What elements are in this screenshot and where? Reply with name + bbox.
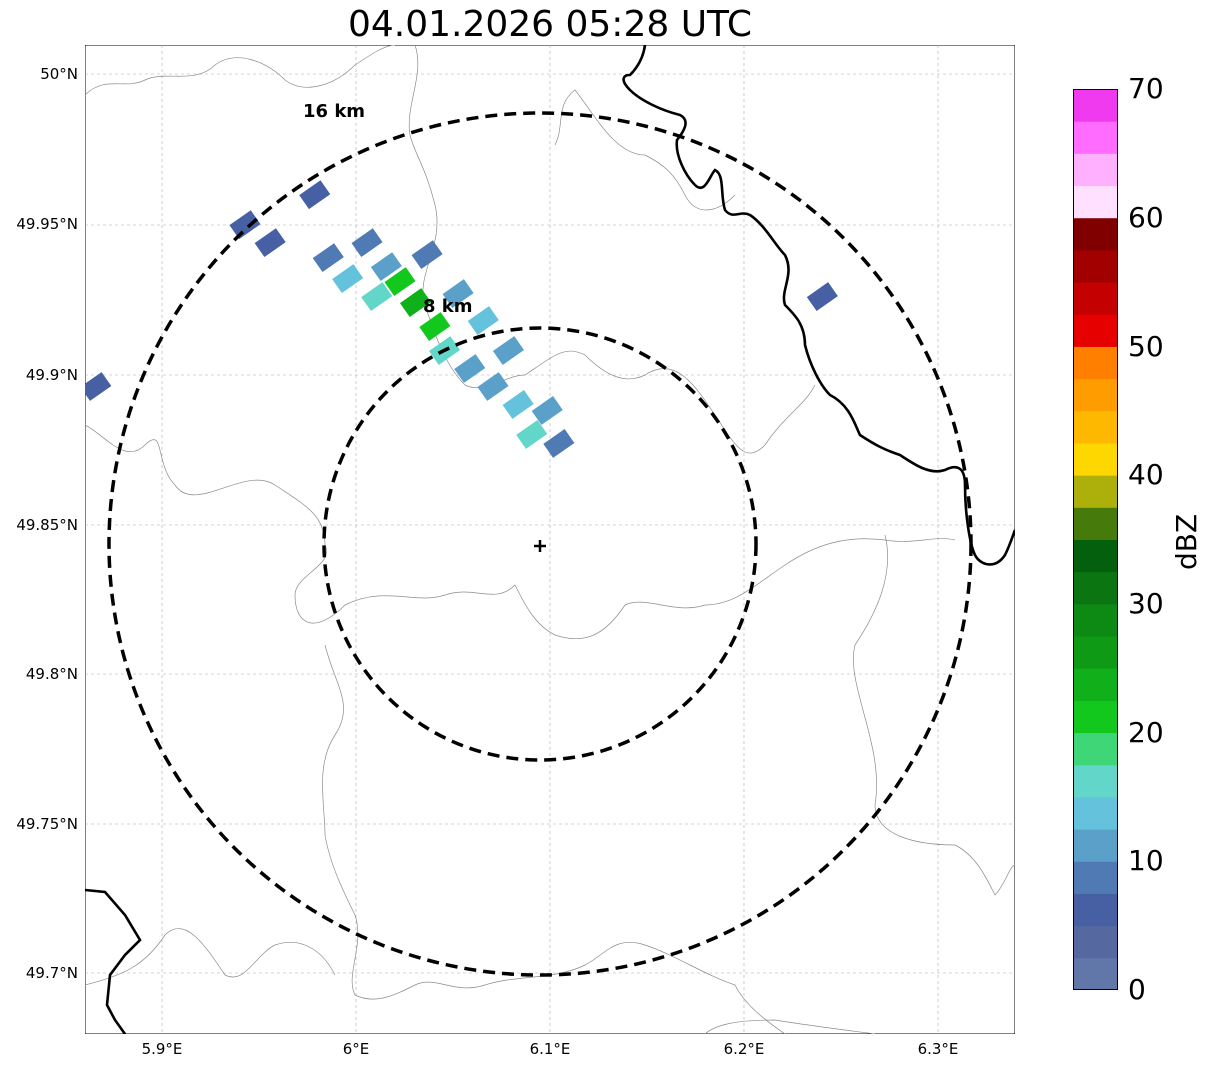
y-tick-label: 49.75°N (16, 815, 78, 833)
colorbar-segment (1073, 893, 1118, 927)
reflectivity-cell (299, 180, 331, 210)
colorbar-segment (1073, 796, 1118, 830)
reflectivity-cell (442, 279, 474, 309)
reflectivity-cell (411, 240, 443, 270)
colorbar-segment (1073, 925, 1118, 959)
range-ring-16km (107, 111, 973, 977)
x-tick-label: 6.1°E (529, 1040, 571, 1058)
colorbar-tick-label: 30 (1128, 587, 1164, 620)
boundary-line (554, 89, 736, 211)
colorbar-segment (1073, 249, 1118, 283)
reflectivity-layer (85, 180, 838, 458)
reflectivity-cell (467, 306, 499, 335)
boundary-line (704, 1019, 876, 1034)
reflectivity-cell (502, 390, 534, 419)
colorbar-border (1073, 89, 1118, 990)
boundary-line (85, 45, 396, 96)
boundary-line (85, 928, 336, 986)
x-tick-label: 6.3°E (917, 1040, 959, 1058)
reflectivity-cell (543, 429, 575, 458)
radar-site-marker (534, 540, 546, 552)
range-ring-label-8km: 8 km (423, 296, 473, 317)
colorbar-label: dBZ (1170, 513, 1203, 570)
colorbar-segment (1073, 217, 1118, 251)
x-tick-label: 6°E (342, 1040, 370, 1058)
reflectivity-cell (516, 420, 548, 449)
gridlines (85, 45, 1015, 1034)
reflectivity-cell (492, 336, 525, 365)
colorbar-segment (1073, 314, 1118, 347)
colorbar-segment (1073, 507, 1118, 540)
colorbar (1073, 89, 1118, 990)
reflectivity-cell (531, 396, 563, 425)
reflectivity-cell (85, 372, 112, 401)
y-tick-label: 49.95°N (16, 215, 78, 233)
colorbar-segment (1073, 153, 1118, 187)
reflectivity-cell (332, 264, 364, 294)
boundary-line (322, 644, 486, 1000)
map-title: 04.01.2026 05:28 UTC (347, 4, 753, 45)
reflectivity-cell (454, 354, 486, 383)
colorbar-segment (1073, 668, 1118, 701)
colorbar-segment (1073, 282, 1118, 315)
colorbar-tick-label: 0 (1128, 973, 1146, 1006)
range-ring-label-16km: 16 km (303, 101, 365, 122)
range-rings (107, 111, 973, 977)
colorbar-tick-label: 20 (1128, 716, 1164, 749)
colorbar-segment (1073, 700, 1118, 734)
colorbar-segment (1073, 121, 1118, 154)
colorbar-segment (1073, 957, 1118, 990)
reflectivity-cell (477, 372, 509, 401)
colorbar-segment (1073, 346, 1118, 380)
reflectivity-cell (254, 228, 286, 258)
colorbar-segment (1073, 861, 1118, 894)
reflectivity-cell (399, 288, 432, 317)
colorbar-segment (1073, 410, 1118, 444)
colorbar-tick-label: 10 (1128, 844, 1164, 877)
colorbar-segment (1073, 764, 1118, 798)
x-tick-label: 5.9°E (141, 1040, 183, 1058)
border-line (85, 888, 142, 1034)
colorbar-segment (1073, 442, 1118, 476)
colorbar-segment (1073, 378, 1118, 412)
colorbar-tick-label: 40 (1128, 458, 1164, 491)
y-tick-label: 49.9°N (25, 366, 78, 384)
reflectivity-cell (312, 243, 344, 273)
colorbar-tick-label: 60 (1128, 201, 1164, 234)
colorbar-segment (1073, 89, 1118, 122)
reflectivity-cell (806, 282, 838, 312)
colorbar-segment (1073, 571, 1118, 605)
colorbar-tick-label: 70 (1128, 72, 1164, 105)
reflectivity-cell (351, 228, 383, 258)
colorbar-segment (1073, 185, 1118, 219)
y-tick-label: 49.7°N (25, 964, 78, 982)
boundary-line (85, 424, 956, 639)
colorbar-segment (1073, 829, 1118, 862)
reflectivity-cell (370, 252, 402, 282)
colorbar-segment (1073, 732, 1118, 766)
colorbar-segment (1073, 475, 1118, 508)
range-ring-8km (322, 326, 758, 762)
radar-map: 8 km 16 km (85, 45, 1015, 1034)
national-borders (85, 45, 1015, 1034)
reflectivity-cell (419, 312, 451, 341)
reflectivity-cell (384, 267, 416, 297)
y-tick-label: 50°N (40, 65, 78, 83)
border-line (622, 45, 1015, 566)
reflectivity-cell (361, 282, 393, 312)
y-tick-label: 49.85°N (16, 516, 78, 534)
reflectivity-cell (229, 210, 261, 240)
colorbar-segment (1073, 539, 1118, 573)
x-tick-label: 6.2°E (723, 1040, 765, 1058)
boundary-line (524, 350, 816, 454)
colorbar-tick-label: 50 (1128, 330, 1164, 363)
colorbar-segment (1073, 603, 1118, 637)
colorbar-segment (1073, 636, 1118, 669)
y-tick-label: 49.8°N (25, 665, 78, 683)
